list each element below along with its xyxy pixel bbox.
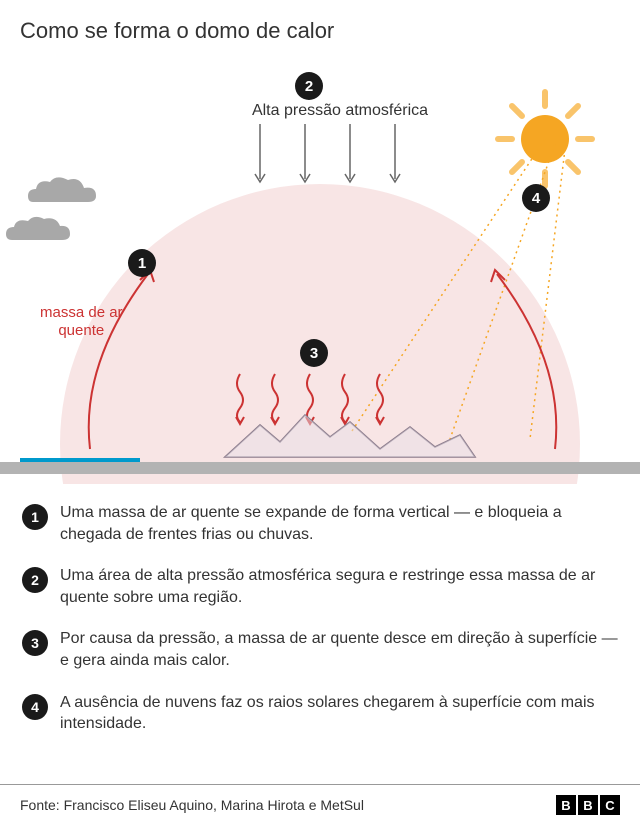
pressure-arrows (240, 124, 420, 194)
hotair-line1: massa de ar (40, 304, 123, 321)
bbc-b2: B (578, 795, 598, 815)
cloud-icon (18, 174, 128, 214)
rising-air-arrow-left (70, 254, 190, 454)
badge-4: 4 (522, 184, 550, 212)
legend-text: A ausência de nuvens faz os raios solare… (60, 692, 618, 735)
legend-badge: 2 (22, 567, 48, 593)
bbc-b1: B (556, 795, 576, 815)
legend-text: Por causa da pressão, a massa de ar quen… (60, 628, 618, 671)
legend-badge: 1 (22, 504, 48, 530)
hotair-line2: quente (58, 322, 104, 339)
bbc-c: C (600, 795, 620, 815)
legend-badge: 3 (22, 630, 48, 656)
hot-air-label: massa de ar quente (40, 304, 123, 340)
badge-3: 3 (300, 339, 328, 367)
badge-2: 2 (295, 72, 323, 100)
page-title: Como se forma o domo de calor (0, 0, 640, 54)
legend-text: Uma massa de ar quente se expande de for… (60, 502, 618, 545)
ground-line (0, 462, 640, 474)
badge-1: 1 (128, 249, 156, 277)
legend-item-4: 4 A ausência de nuvens faz os raios sola… (22, 692, 618, 735)
cloud-icon (0, 214, 100, 250)
source-text: Fonte: Francisco Eliseu Aquino, Marina H… (20, 797, 364, 813)
legend-list: 1 Uma massa de ar quente se expande de f… (0, 474, 640, 765)
bbc-logo: B B C (556, 795, 620, 815)
legend-text: Uma área de alta pressão atmosférica seg… (60, 565, 618, 608)
legend-item-2: 2 Uma área de alta pressão atmosférica s… (22, 565, 618, 608)
legend-item-1: 1 Uma massa de ar quente se expande de f… (22, 502, 618, 545)
legend-item-3: 3 Por causa da pressão, a massa de ar qu… (22, 628, 618, 671)
mountain-icon (220, 407, 480, 462)
pressure-label: Alta pressão atmosférica (240, 102, 440, 120)
legend-badge: 4 (22, 694, 48, 720)
footer: Fonte: Francisco Eliseu Aquino, Marina H… (0, 784, 640, 825)
heat-dome-diagram: 2 Alta pressão atmosférica 4 1 massa de … (0, 54, 640, 474)
